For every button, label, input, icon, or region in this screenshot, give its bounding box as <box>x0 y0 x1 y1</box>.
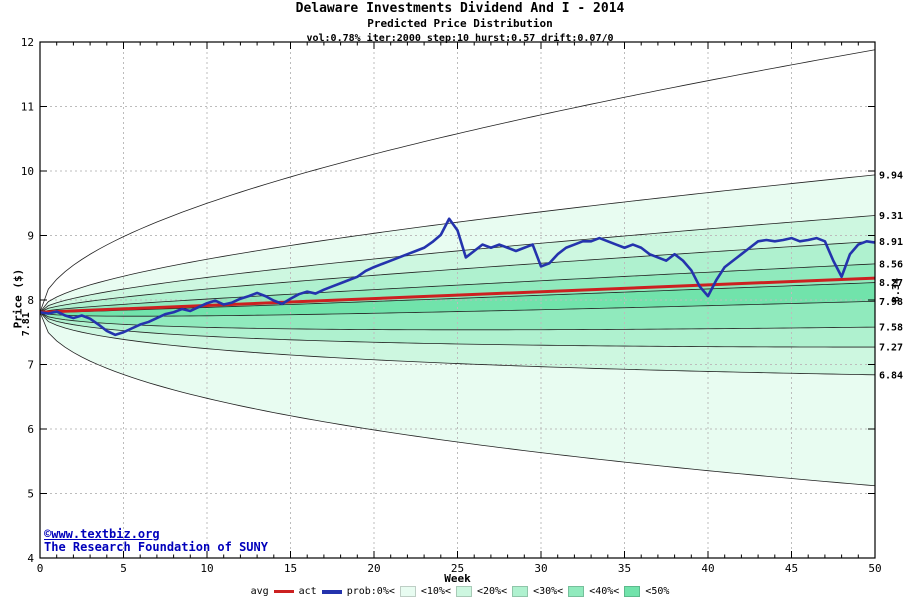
legend-label-avg: avg <box>250 586 269 597</box>
band-boundary-curve <box>39 312 876 487</box>
x-tick-label: 20 <box>367 562 380 575</box>
y-tick-label: 7 <box>27 359 34 372</box>
legend-label-10: <10%< <box>420 586 451 597</box>
band-boundary-curve <box>39 300 876 317</box>
textbiz-link[interactable]: ©www.textbiz.org <box>44 527 160 541</box>
start-price-label: 7.81 <box>21 312 32 336</box>
legend-label-30: <30%< <box>533 586 564 597</box>
y-tick-label: 4 <box>27 552 34 565</box>
band-boundary-curve <box>39 311 876 376</box>
right-axis-value-label: 6.84 <box>879 370 903 381</box>
right-axis-value-label: 9.94 <box>879 170 903 181</box>
act-price-line <box>39 217 876 337</box>
avg-end-price-label: 8.34 <box>891 278 902 302</box>
band-boundary-curve <box>39 240 876 313</box>
avg-price-line <box>39 276 876 314</box>
y-axis-label: Price ($) <box>11 268 25 329</box>
y-tick-label: 12 <box>21 36 34 49</box>
band-boundary-curve <box>39 311 876 348</box>
right-axis-value-label: 8.91 <box>879 237 903 248</box>
chart-subtitle: Predicted Price Distribution <box>367 16 553 30</box>
right-axis-value-label: 8.56 <box>879 259 903 270</box>
x-tick-label: 0 <box>37 562 44 575</box>
legend-line-sample-avg <box>273 590 294 593</box>
legend-label-prob0: prob:0%< <box>346 586 395 597</box>
legend-swatch-20 <box>455 586 472 597</box>
right-axis-value-label: 7.98 <box>879 297 903 308</box>
y-tick-label: 5 <box>27 488 34 501</box>
suny-credit: The Research Foundation of SUNY <box>44 540 268 554</box>
chart-legend: avg act prob:0%< <10%< <20%< <30%< <40%< <50% <box>0 586 920 597</box>
chart-title: Delaware Investments Dividend And I - 20… <box>295 1 625 16</box>
y-tick-label: 6 <box>27 423 34 436</box>
chart-parameters: vol:0.78% iter:2000 step:10 hurst:0.57 d… <box>306 32 614 44</box>
y-tick-label: 8 <box>27 294 34 307</box>
x-tick-label: 40 <box>701 562 714 575</box>
legend-swatch-10 <box>399 586 416 597</box>
legend-swatch-40 <box>568 586 585 597</box>
x-tick-label: 50 <box>868 562 881 575</box>
legend-line-sample-act <box>321 589 342 594</box>
right-axis-value-label: 9.31 <box>879 211 903 222</box>
probability-band <box>40 49 875 313</box>
x-tick-label: 25 <box>451 562 464 575</box>
x-tick-label: 10 <box>200 562 213 575</box>
right-axis-value-label: 7.27 <box>879 343 903 354</box>
x-tick-label: 35 <box>618 562 631 575</box>
band-boundary-curve <box>39 174 876 313</box>
right-axis-value-label: 8.27 <box>879 278 903 289</box>
band-boundary-curve <box>39 49 876 313</box>
copyright-block: ©www.textbiz.org The Research Foundation… <box>44 528 268 554</box>
right-axis-value-label: 7.58 <box>879 323 903 334</box>
probability-band <box>40 312 875 375</box>
y-tick-label: 11 <box>21 101 34 114</box>
probability-band <box>40 312 875 348</box>
legend-label-act: act <box>298 586 317 597</box>
legend-swatch-30 <box>512 586 529 597</box>
probability-band <box>40 301 875 330</box>
band-boundary-curve <box>39 282 876 313</box>
title-block: Delaware Investments Dividend And I - 20… <box>0 1 920 44</box>
y-tick-label: 10 <box>21 165 34 178</box>
band-boundary-curve <box>39 215 876 313</box>
legend-label-40: <40%< <box>589 586 620 597</box>
x-tick-label: 30 <box>534 562 547 575</box>
probability-band <box>40 312 875 486</box>
legend-label-50: <50% <box>645 586 670 597</box>
legend-label-20: <20%< <box>476 586 508 597</box>
band-boundary-curve <box>39 311 876 331</box>
x-tick-label: 5 <box>120 562 127 575</box>
x-tick-label: 45 <box>785 562 798 575</box>
y-tick-label: 9 <box>27 230 34 243</box>
band-boundary-curve <box>39 263 876 313</box>
x-axis-label: Week <box>444 572 471 585</box>
x-tick-label: 15 <box>284 562 297 575</box>
probability-band <box>40 282 875 317</box>
legend-swatch-50 <box>624 586 641 597</box>
